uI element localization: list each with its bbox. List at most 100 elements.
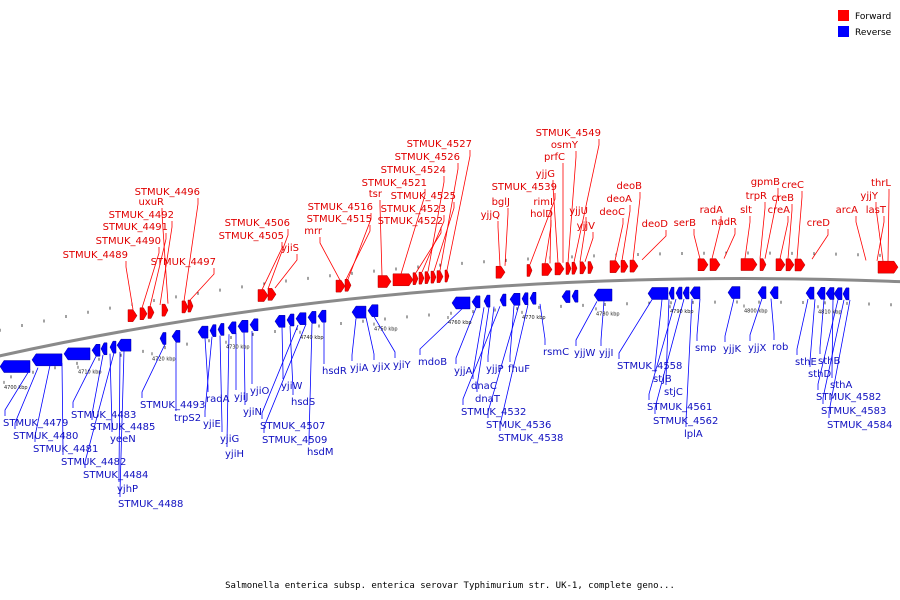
reverse-feature: [675, 286, 683, 300]
scale-tick-label: 4750 kbp: [374, 327, 398, 333]
forward-leader-line: [887, 189, 890, 262]
reverse-gene-label: yjiW: [281, 381, 302, 392]
forward-feature: [267, 288, 277, 301]
forward-leader-line: [183, 198, 199, 302]
reverse-feature: [31, 353, 63, 367]
forward-feature: [571, 261, 578, 275]
scale-tick-label: 4790 kbp: [670, 309, 694, 315]
reverse-leader-line: [91, 354, 104, 420]
forward-feature: [127, 309, 138, 322]
reverse-gene-label: yjiN: [243, 407, 262, 418]
reverse-gene-label: yjiG: [220, 434, 239, 445]
reverse-gene-label: hsdS: [291, 397, 315, 408]
reverse-leader-line: [72, 356, 97, 408]
legend: Forward Reverse: [838, 10, 892, 38]
forward-leader-line: [189, 268, 215, 301]
reverse-gene-label: yeeN: [110, 434, 136, 445]
reverse-leader-line: [819, 299, 825, 354]
forward-gene-label: creB: [772, 193, 795, 204]
scale-tick-label: 4800 kbp: [744, 309, 768, 315]
reverse-gene-label: rsmC: [543, 347, 569, 358]
reverse-feature: [842, 287, 850, 301]
reverse-feature: [769, 286, 779, 299]
reverse-leader-line: [308, 323, 313, 445]
forward-leader-line: [261, 242, 283, 290]
reverse-leader-line: [61, 362, 64, 455]
scale-tick-label: 4740 kbp: [300, 335, 324, 341]
reverse-leader-line: [509, 305, 515, 362]
reverse-gene-label: trpS2: [174, 413, 201, 424]
reverse-leader-line: [828, 299, 851, 418]
reverse-feature: [593, 288, 613, 302]
reverse-feature: [689, 286, 701, 300]
forward-gene-label: STMUK_4525: [391, 191, 456, 202]
reverse-leader-line: [654, 299, 663, 372]
forward-gene-label: gpmB: [751, 177, 780, 188]
reverse-leader-line: [455, 307, 477, 364]
forward-gene-label: creD: [807, 218, 831, 229]
reverse-gene-label: yjhP: [117, 484, 138, 495]
reverse-leader-line: [809, 299, 816, 367]
forward-feature: [565, 262, 572, 275]
reverse-gene-label: fhuF: [508, 364, 530, 375]
forward-leader-line: [504, 208, 509, 266]
reverse-leader-line: [84, 352, 115, 468]
forward-feature: [579, 261, 587, 275]
reverse-feature: [561, 290, 571, 303]
reverse-gene-label: radA: [206, 394, 230, 405]
reverse-gene-label: STMUK_4583: [821, 406, 886, 417]
reverse-leader-line: [476, 306, 490, 392]
forward-gene-label: STMUK_4549: [536, 128, 601, 139]
reverse-feature: [529, 292, 537, 305]
scale-ticks: 4700 kbp 4710 kbp 4720 kbp 4730 kbp 4740 kbp…: [3, 304, 842, 391]
forward-gene-label: STMUK_4506: [225, 218, 290, 229]
reverse-feature: [209, 324, 217, 337]
forward-feature: [877, 260, 899, 274]
reverse-feature: [757, 286, 767, 299]
reverse-features: [0, 286, 850, 373]
reverse-feature: [63, 347, 91, 361]
reverse-leader-line: [261, 324, 299, 419]
forward-gene-label: slt: [740, 205, 752, 216]
reverse-feature: [286, 313, 295, 327]
forward-leader-line: [614, 218, 624, 261]
reverse-gene-label: STMUK_4507: [260, 421, 325, 432]
reverse-gene-label: STMUK_4483: [71, 410, 136, 421]
reverse-gene-label: STMUK_4584: [827, 420, 892, 431]
forward-gene-label: radA: [700, 205, 724, 216]
forward-feature: [187, 299, 194, 313]
forward-gene-label: thrL: [871, 178, 891, 189]
forward-gene-label: deoD: [642, 219, 669, 230]
reverse-gene-label: sthA: [830, 380, 852, 391]
forward-gene-label: STMUK_4521: [362, 178, 427, 189]
forward-leader-line: [876, 216, 885, 261]
forward-leader-line: [161, 208, 169, 304]
forward-feature: [629, 259, 639, 273]
reverse-leader-line: [204, 337, 209, 392]
forward-gene-label: STMUK_4524: [381, 165, 446, 176]
forward-feature: [257, 289, 269, 302]
reverse-gene-label: STMUK_4493: [140, 400, 205, 411]
reverse-gene-label: STMUK_4558: [617, 361, 682, 372]
forward-gene-label: bglJ: [492, 197, 510, 208]
forward-gene-label: STMUK_4515: [307, 214, 372, 225]
reverse-feature: [249, 318, 259, 332]
reverse-leader-line: [487, 306, 495, 362]
reverse-gene-label: yjiA: [350, 363, 368, 374]
reverse-feature: [159, 332, 167, 345]
forward-gene-label: prfC: [544, 152, 565, 163]
reverse-feature: [217, 323, 225, 336]
forward-leader-line: [787, 204, 793, 259]
reverse-gene-label: STMUK_4488: [118, 499, 183, 510]
scale-tick-label: 4730 kbp: [226, 345, 250, 351]
reverse-feature: [197, 325, 209, 339]
forward-gene-label: STMUK_4522: [378, 216, 443, 227]
reverse-leader-line: [665, 299, 670, 385]
forward-feature: [412, 272, 419, 285]
forward-leader-line: [764, 188, 779, 259]
reverse-leader-line: [822, 299, 845, 404]
reverse-feature: [647, 287, 669, 300]
forward-feature: [587, 261, 594, 274]
forward-gene-label: STMUK_4496: [135, 187, 200, 198]
